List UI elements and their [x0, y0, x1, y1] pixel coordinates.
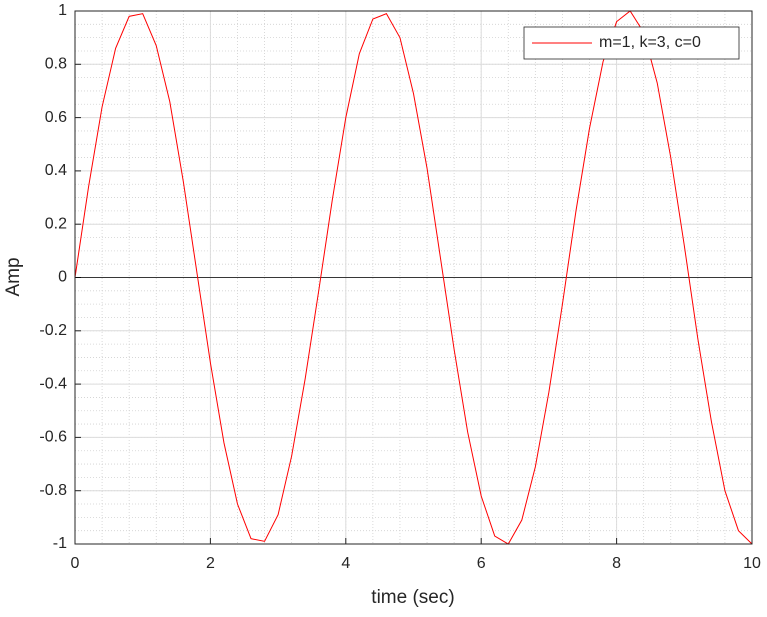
x-tick-label: 4: [341, 555, 350, 572]
plot: [74, 10, 753, 545]
y-tick-label: 0.4: [45, 162, 67, 179]
y-tick-label: 0: [58, 269, 67, 286]
y-tick-label: 0.6: [45, 109, 67, 126]
y-tick-label: -0.8: [39, 482, 67, 499]
legend: m=1, k=3, c=0: [523, 26, 740, 60]
y-tick-label: 0.8: [45, 56, 67, 73]
y-tick-label: -0.6: [39, 429, 67, 446]
legend-label: m=1, k=3, c=0: [599, 34, 701, 51]
axes-box: [74, 10, 753, 545]
grid: [74, 10, 753, 545]
x-tick-label: 0: [71, 555, 80, 572]
x-tick-label: 6: [477, 555, 486, 572]
y-axis-label: Amp: [3, 257, 24, 296]
x-axis-label: time (sec): [371, 587, 454, 608]
y-tick-label: -1: [53, 535, 67, 552]
x-tick-label: 8: [612, 555, 621, 572]
x-tick-label: 10: [743, 555, 761, 572]
line-series: [74, 10, 753, 545]
x-tick-label: 2: [206, 555, 215, 572]
y-tick-label: -0.4: [39, 375, 67, 392]
y-tick-label: -0.2: [39, 322, 67, 339]
y-tick-label: 0.2: [45, 215, 67, 232]
y-tick-label: 1: [58, 2, 67, 19]
